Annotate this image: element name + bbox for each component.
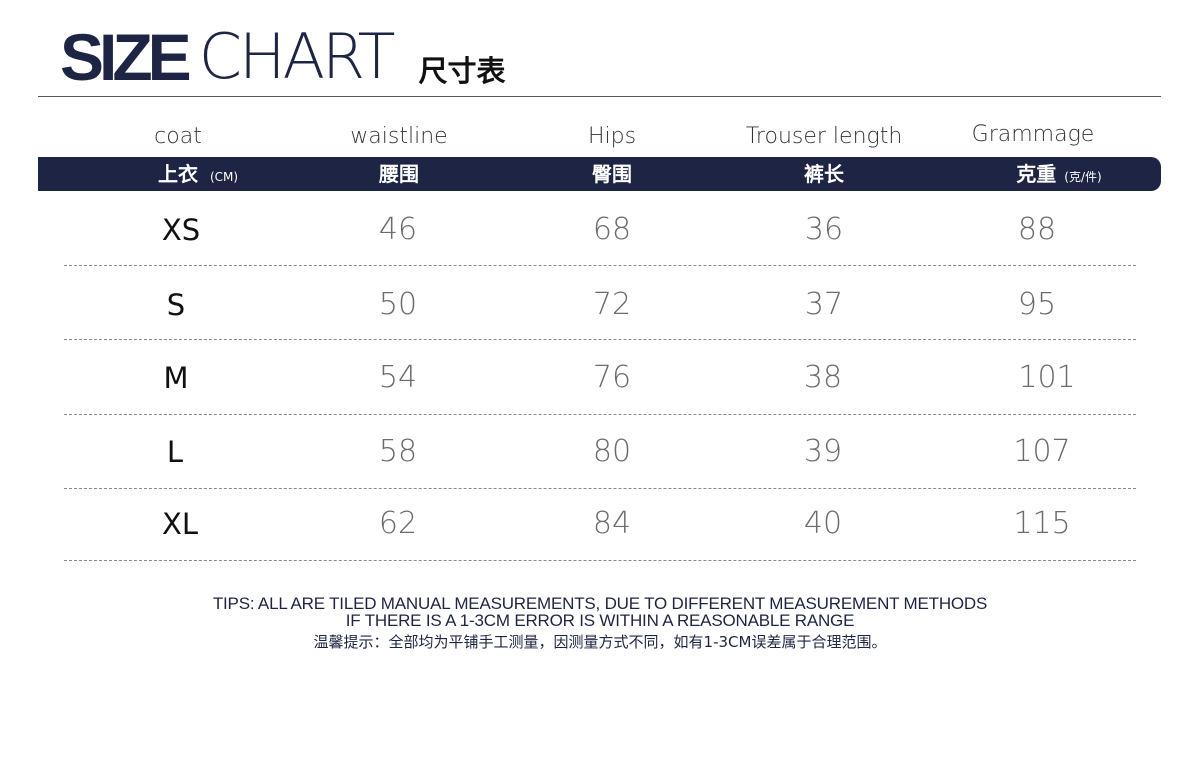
column-header-hips-cn: 臀围 xyxy=(592,162,632,186)
waistline-value: 50 xyxy=(378,287,418,322)
waistline-value: 46 xyxy=(378,212,418,247)
column-header-waistline-en: waistline xyxy=(350,124,448,149)
grammage-value: 101 xyxy=(1018,360,1076,395)
trouser-length-value: 38 xyxy=(803,360,843,395)
waistline-value: 54 xyxy=(378,360,418,395)
hips-value: 80 xyxy=(592,434,632,469)
tips-line-1: TIPS: ALL ARE TILED MANUAL MEASUREMENTS,… xyxy=(212,594,988,613)
row-divider xyxy=(64,265,1136,266)
title-chinese: 尺寸表 xyxy=(418,54,506,88)
size-label: XS xyxy=(161,213,201,247)
row-divider xyxy=(64,414,1136,415)
column-header-waistline-cn: 腰围 xyxy=(379,162,419,186)
column-header-coat-unit: (CM) xyxy=(209,170,239,184)
column-header-trouser-length-cn: 裤长 xyxy=(804,162,844,186)
hips-value: 76 xyxy=(592,360,632,395)
row-divider xyxy=(64,488,1136,489)
trouser-length-value: 40 xyxy=(803,506,843,541)
grammage-value: 107 xyxy=(1013,434,1071,469)
size-label: M xyxy=(163,361,189,395)
trouser-length-value: 36 xyxy=(804,212,844,247)
grammage-value: 88 xyxy=(1017,212,1057,247)
table-header-bar xyxy=(38,157,1161,191)
trouser-length-value: 37 xyxy=(804,287,844,322)
hips-value: 68 xyxy=(592,212,632,247)
size-label: L xyxy=(166,435,184,469)
column-header-grammage-cn-label: 克重 xyxy=(1016,162,1057,186)
column-header-coat-cn-label: 上衣 xyxy=(157,162,198,186)
tips-line-2: IF THERE IS A 1-3CM ERROR IS WITHIN A RE… xyxy=(345,611,855,630)
waistline-value: 62 xyxy=(378,506,418,541)
tips-line-cn: 温馨提示：全部均为平铺手工测量，因测量方式不同，如有1-3CM误差属于合理范围。 xyxy=(313,633,887,651)
grammage-value: 115 xyxy=(1013,506,1071,541)
waistline-value: 58 xyxy=(378,434,418,469)
title-divider xyxy=(38,96,1161,97)
column-header-trouser-length-en: Trouser length xyxy=(745,124,903,149)
column-header-coat-cn: 上衣 (CM) xyxy=(158,160,238,191)
hips-value: 84 xyxy=(592,506,632,541)
hips-value: 72 xyxy=(592,287,632,322)
trouser-length-value: 39 xyxy=(803,434,843,469)
row-divider xyxy=(64,560,1136,561)
size-label: XL xyxy=(161,507,199,541)
page-title: SIZE CHART 尺寸表 xyxy=(60,20,506,94)
column-header-grammage-en: Grammage xyxy=(971,122,1095,147)
size-label: S xyxy=(166,288,186,322)
grammage-value: 95 xyxy=(1017,287,1057,322)
column-header-coat-en: coat xyxy=(154,124,202,149)
title-chart-word: CHART xyxy=(198,20,396,93)
title-size-word: SIZE xyxy=(60,20,192,94)
column-header-grammage-unit: (克/件) xyxy=(1064,170,1102,184)
column-header-grammage-cn: 克重 (克/件) xyxy=(1016,160,1101,191)
column-header-hips-en: Hips xyxy=(587,124,637,149)
row-divider xyxy=(64,339,1136,340)
